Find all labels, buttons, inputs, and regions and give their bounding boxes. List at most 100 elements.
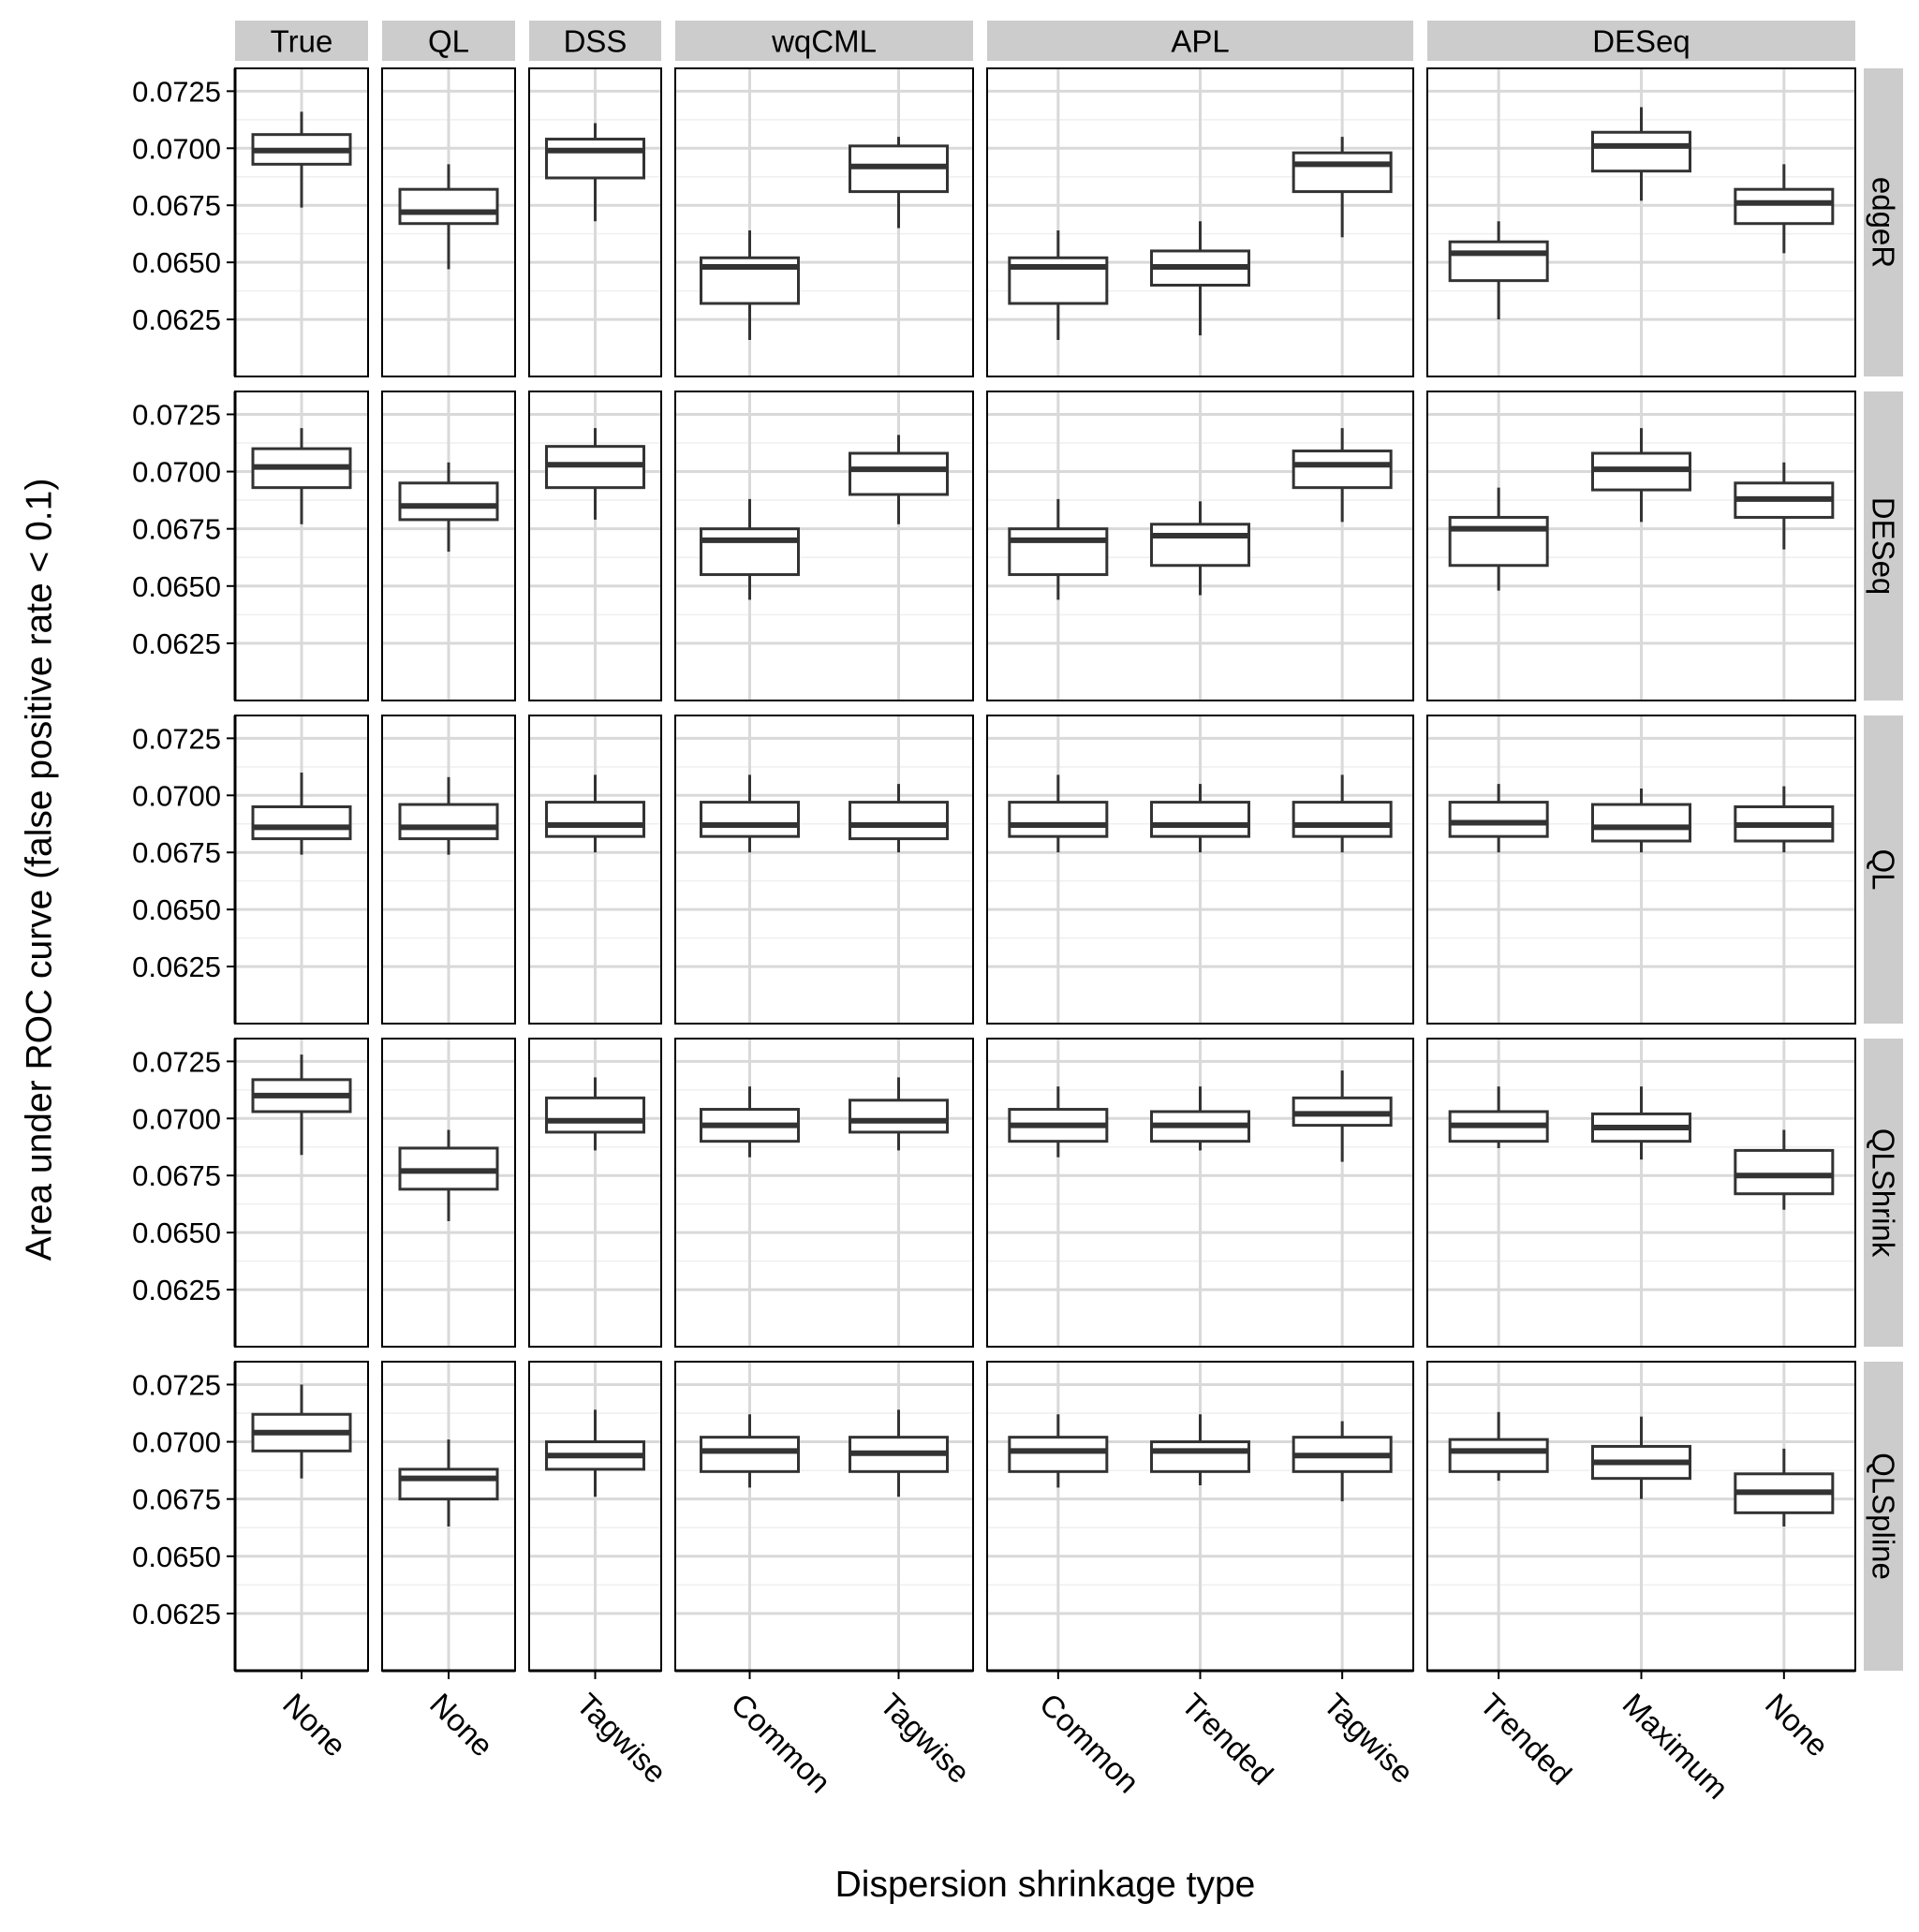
y-tick-label: 0.0700 <box>132 132 221 165</box>
x-tick-label: Tagwise <box>874 1687 977 1790</box>
box-iqr <box>1448 1438 1549 1473</box>
box-iqr <box>1008 801 1109 838</box>
y-tick-label: 0.0725 <box>132 1045 221 1078</box>
y-tick-label: 0.0725 <box>132 398 221 431</box>
y-tick-label: 0.0675 <box>132 1483 221 1516</box>
x-tick-label: None <box>1759 1687 1836 1763</box>
row-strip-label: QLSpline <box>1867 1453 1901 1580</box>
y-tick-label: 0.0700 <box>132 1102 221 1135</box>
panel-border <box>986 391 1414 701</box>
y-tick-label: 0.0675 <box>132 1159 221 1192</box>
panel-border <box>528 1038 662 1348</box>
facet-strip-APL <box>987 21 1413 61</box>
facet-strip-label: wqCML <box>771 24 877 59</box>
box-iqr <box>849 801 949 841</box>
box-iqr <box>545 138 645 180</box>
box-iqr <box>849 1099 949 1134</box>
panel-border <box>986 715 1414 1025</box>
facet-strip-wqCML <box>675 21 973 61</box>
panel-border <box>674 715 974 1025</box>
x-tick-label: Tagwise <box>570 1687 673 1790</box>
panel-border <box>1426 1038 1856 1348</box>
row-strip-QLShrink <box>1864 1039 1903 1347</box>
box-iqr <box>545 1096 645 1134</box>
box-iqr <box>398 803 499 841</box>
y-axis-title: Area under ROC curve (false positive rat… <box>20 479 60 1261</box>
panel-border <box>674 391 974 701</box>
y-tick-label: 0.0625 <box>132 627 221 660</box>
y-tick-label: 0.0650 <box>132 1217 221 1249</box>
y-tick-label: 0.0650 <box>132 1541 221 1573</box>
y-tick-label: 0.0625 <box>132 1598 221 1630</box>
panel-background <box>675 68 973 376</box>
box-iqr <box>1448 801 1549 838</box>
facet-strip-label: True <box>271 24 333 59</box>
panel-border <box>381 1038 516 1348</box>
row-strip-label: edgeR <box>1867 177 1901 268</box>
y-tick-label: 0.0725 <box>132 75 221 108</box>
box-iqr <box>1591 130 1691 173</box>
box-iqr <box>398 187 499 226</box>
box-iqr <box>545 801 645 838</box>
box-iqr <box>1292 450 1393 490</box>
panel-border <box>528 67 662 377</box>
x-axis-title: Dispersion shrinkage type <box>835 1865 1256 1905</box>
panel-border <box>1426 391 1856 701</box>
box-iqr <box>1292 801 1393 838</box>
facet-strip-label: APL <box>1171 24 1229 59</box>
y-tick-label: 0.0625 <box>132 1274 221 1306</box>
panel-border <box>381 67 516 377</box>
facet-strip-label: DESeq <box>1592 24 1690 59</box>
panel-border <box>381 391 516 701</box>
panel-border <box>528 391 662 701</box>
box-iqr <box>849 451 949 496</box>
y-tick-label: 0.0675 <box>132 189 221 222</box>
y-tick-label: 0.0700 <box>132 779 221 812</box>
y-tick-label: 0.0650 <box>132 893 221 926</box>
panel-border <box>674 67 974 377</box>
y-tick-label: 0.0675 <box>132 513 221 546</box>
box-iqr <box>398 481 499 522</box>
panel-border <box>381 715 516 1025</box>
box-iqr <box>1008 1436 1109 1473</box>
panel-border <box>674 1038 974 1348</box>
facet-strip-QL <box>382 21 515 61</box>
box-iqr <box>1591 803 1691 843</box>
box-iqr <box>700 801 800 838</box>
facet-strip-label: QL <box>428 24 469 59</box>
y-tick-label: 0.0725 <box>132 1368 221 1401</box>
panel-border <box>1426 67 1856 377</box>
y-tick-label: 0.0650 <box>132 246 221 279</box>
box-iqr <box>1448 240 1549 283</box>
box-iqr <box>1734 187 1835 226</box>
y-tick-label: 0.0625 <box>132 951 221 983</box>
panel-background <box>675 1362 973 1671</box>
x-tick-label: Trended <box>1175 1687 1280 1792</box>
facet-strip-label: DSS <box>564 24 627 59</box>
box-iqr <box>700 1436 800 1473</box>
x-tick-label: None <box>423 1687 500 1763</box>
y-tick-label: 0.0625 <box>132 303 221 336</box>
y-tick-label: 0.0700 <box>132 456 221 489</box>
box-iqr <box>398 1467 499 1501</box>
y-tick-label: 0.0725 <box>132 722 221 755</box>
x-tick-label: Tagwise <box>1317 1687 1420 1790</box>
box-iqr <box>1292 151 1393 194</box>
x-tick-label: Trended <box>1473 1687 1578 1792</box>
y-tick-label: 0.0700 <box>132 1426 221 1459</box>
box-iqr <box>1734 1148 1835 1196</box>
box-iqr <box>1008 527 1109 577</box>
facet-strip-True <box>235 21 368 61</box>
row-strip-DESeq <box>1864 391 1903 701</box>
box-iqr <box>1150 523 1250 568</box>
row-strip-label: QL <box>1867 848 1901 890</box>
y-tick-label: 0.0650 <box>132 570 221 603</box>
row-strip-label: DESeq <box>1867 497 1901 596</box>
x-tick-label: Common <box>725 1687 838 1800</box>
facet-strip-DSS <box>529 21 661 61</box>
facet-strip-DESeq <box>1427 21 1855 61</box>
panel-border <box>1426 715 1856 1025</box>
row-strip-QL <box>1864 715 1903 1024</box>
